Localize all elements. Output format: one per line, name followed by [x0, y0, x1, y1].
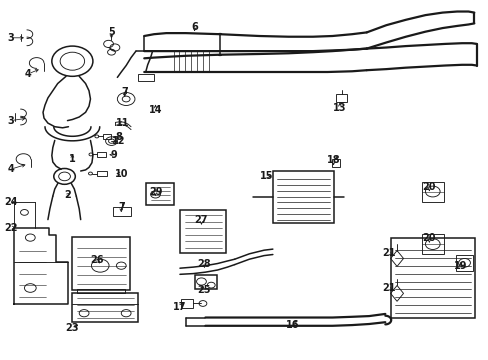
- Text: 17: 17: [173, 302, 186, 312]
- Bar: [102, 134, 111, 139]
- Bar: [421, 182, 443, 202]
- Text: 25: 25: [197, 285, 211, 295]
- Bar: [390, 238, 474, 318]
- Text: 24: 24: [4, 197, 18, 207]
- Bar: [72, 293, 138, 322]
- Text: 20: 20: [422, 182, 435, 192]
- Bar: [72, 237, 130, 290]
- Bar: [272, 171, 333, 223]
- Text: 7: 7: [118, 202, 124, 212]
- Text: 21: 21: [381, 248, 395, 258]
- Bar: [181, 299, 193, 308]
- Text: 8: 8: [115, 132, 122, 142]
- Bar: [97, 152, 105, 157]
- Text: 5: 5: [108, 27, 115, 37]
- Bar: [145, 183, 174, 205]
- Text: 27: 27: [194, 215, 208, 225]
- Bar: [180, 210, 226, 253]
- Text: 22: 22: [4, 222, 18, 233]
- Text: 21: 21: [381, 283, 395, 293]
- Text: 4: 4: [7, 164, 14, 174]
- Bar: [331, 159, 340, 167]
- Text: 19: 19: [453, 261, 467, 271]
- Text: 4: 4: [25, 69, 32, 79]
- Bar: [113, 207, 130, 216]
- Text: 3: 3: [7, 116, 14, 126]
- Text: 23: 23: [65, 323, 79, 333]
- Text: 15: 15: [259, 171, 273, 181]
- Text: 26: 26: [90, 255, 103, 265]
- Text: 20: 20: [422, 233, 435, 243]
- Text: 2: 2: [64, 190, 71, 200]
- Text: 13: 13: [332, 103, 346, 113]
- Text: 16: 16: [285, 320, 299, 330]
- Bar: [77, 289, 125, 293]
- Bar: [194, 275, 216, 289]
- Text: 7: 7: [121, 87, 128, 97]
- Bar: [421, 234, 443, 254]
- Text: 11: 11: [115, 118, 129, 128]
- Text: 28: 28: [197, 258, 211, 269]
- Text: 29: 29: [148, 186, 162, 197]
- Text: 1: 1: [69, 154, 76, 164]
- Text: 10: 10: [114, 168, 128, 179]
- Text: 18: 18: [326, 155, 340, 165]
- Text: 6: 6: [191, 22, 198, 32]
- Bar: [97, 171, 106, 176]
- Text: 9: 9: [110, 150, 117, 160]
- Text: 3: 3: [7, 33, 14, 43]
- Bar: [455, 255, 472, 271]
- Bar: [336, 94, 346, 102]
- Text: 14: 14: [148, 105, 162, 115]
- Text: 12: 12: [111, 136, 125, 146]
- Bar: [138, 74, 153, 81]
